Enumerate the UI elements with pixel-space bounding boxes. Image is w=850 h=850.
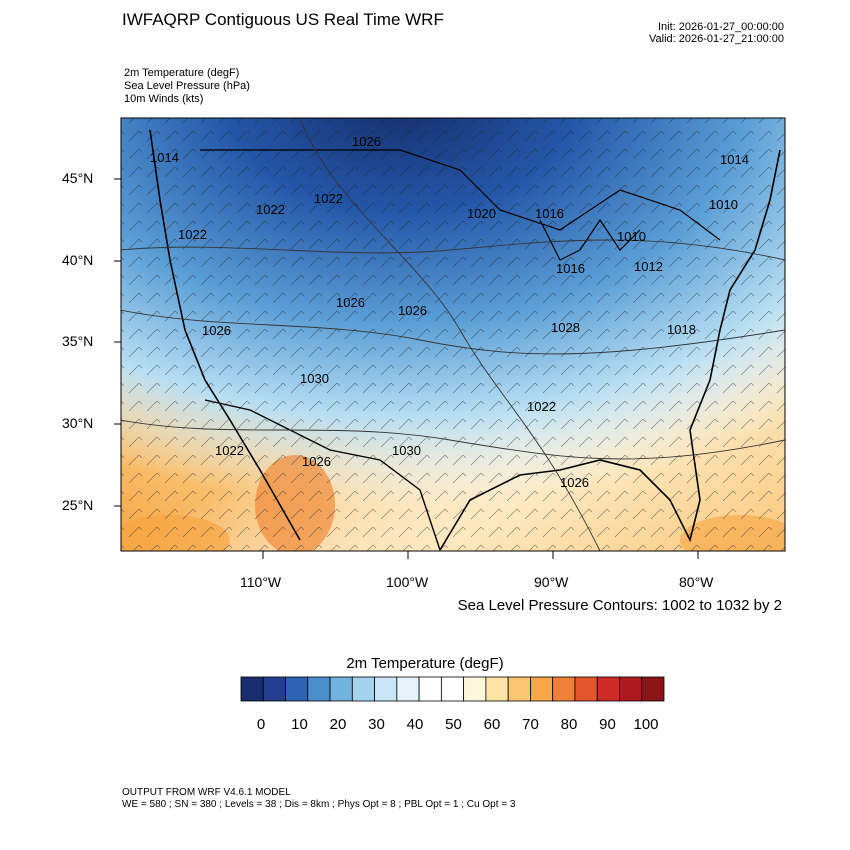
pressure-label: 1014: [150, 150, 179, 165]
colorbar-swatch: [507, 676, 531, 702]
pressure-label: 1010: [709, 197, 738, 212]
pressure-label: 1014: [720, 152, 749, 167]
pressure-label: 1026: [560, 475, 589, 490]
pressure-label: 1022: [178, 227, 207, 242]
lat-label: 45°N: [62, 170, 94, 186]
pressure-label: 1010: [617, 229, 646, 244]
pressure-label: 1026: [336, 295, 365, 310]
colorbar-tick-label: 30: [368, 716, 385, 733]
contour-note: Sea Level Pressure Contours: 1002 to 103…: [457, 597, 782, 614]
field-label-winds: 10m Winds (kts): [124, 93, 204, 105]
lon-label: 90°W: [534, 574, 569, 590]
colorbar-tick-label: 100: [633, 716, 659, 733]
colorbar-tick-label: 90: [599, 716, 616, 733]
lon-label: 110°W: [240, 574, 282, 590]
colorbar-swatch: [574, 676, 598, 702]
pressure-label: 1030: [392, 443, 421, 458]
init-time: Init: 2026-01-27_00:00:00: [658, 21, 784, 33]
pressure-label: 1022: [314, 191, 343, 206]
pressure-label: 1028: [551, 320, 580, 335]
pressure-label: 1020: [467, 206, 496, 221]
model-settings: WE = 580 ; SN = 380 ; Levels = 38 ; Dis …: [122, 799, 516, 810]
colorbar-swatch: [530, 676, 554, 702]
field-label-temperature: 2m Temperature (degF): [124, 67, 240, 79]
pressure-label: 1026: [398, 303, 427, 318]
lat-label: 40°N: [62, 252, 94, 268]
colorbar-swatch: [596, 676, 620, 702]
colorbar-swatch: [619, 676, 643, 702]
colorbar-tick-label: 70: [522, 716, 539, 733]
colorbar-swatch: [418, 676, 442, 702]
pressure-label: 1022: [256, 202, 285, 217]
pressure-label: 1012: [634, 259, 663, 274]
colorbar-tick-label: 20: [329, 716, 347, 733]
pressure-label: 1026: [202, 323, 231, 338]
colorbar-swatch: [329, 676, 353, 702]
colorbar-swatch: [485, 676, 509, 702]
colorbar-swatch: [440, 676, 465, 702]
colorbar: [240, 676, 665, 702]
colorbar-swatch: [285, 676, 309, 702]
pressure-label: 1018: [667, 322, 696, 337]
colorbar-swatch: [307, 676, 331, 702]
colorbar-swatch: [552, 676, 576, 702]
pressure-label: 1016: [556, 261, 585, 276]
lon-label: 80°W: [679, 574, 714, 590]
colorbar-swatch: [396, 676, 420, 702]
colorbar-swatch: [641, 676, 665, 702]
colorbar-tick-label: 50: [445, 716, 462, 733]
colorbar-tick-label: 60: [483, 716, 501, 733]
pressure-labels: 1014 1026 1022 1022 1022 1020 1016 1014 …: [150, 134, 749, 490]
colorbar-swatch: [240, 676, 264, 702]
pressure-label: 1016: [535, 206, 564, 221]
model-info: OUTPUT FROM WRF V4.6.1 MODEL: [122, 787, 291, 798]
axis-ticks: [114, 178, 699, 559]
temperature-field: [121, 118, 785, 551]
pressure-label: 1022: [527, 399, 556, 414]
pressure-label: 1026: [352, 134, 381, 149]
colorbar-swatch: [351, 676, 375, 702]
colorbar-title: 2m Temperature (degF): [346, 655, 504, 672]
field-label-pressure: Sea Level Pressure (hPa): [124, 80, 250, 92]
pressure-label: 1022: [215, 443, 244, 458]
lat-label: 35°N: [62, 333, 94, 349]
colorbar-swatch: [262, 676, 286, 702]
colorbar-swatch: [374, 676, 398, 702]
lat-label: 30°N: [62, 415, 94, 431]
colorbar-tick-label: 40: [406, 716, 424, 733]
pressure-label: 1026: [302, 454, 331, 469]
valid-time: Valid: 2026-01-27_21:00:00: [649, 33, 784, 45]
colorbar-tick-label: 10: [291, 716, 308, 733]
lon-label: 100°W: [386, 574, 429, 590]
colorbar-swatch: [463, 676, 487, 702]
pressure-label: 1030: [300, 371, 329, 386]
colorbar-tick-label: 80: [560, 716, 578, 733]
lat-label: 25°N: [62, 497, 94, 513]
colorbar-tick-label: 0: [256, 716, 266, 733]
map-title: IWFAQRP Contiguous US Real Time WRF: [122, 10, 444, 29]
